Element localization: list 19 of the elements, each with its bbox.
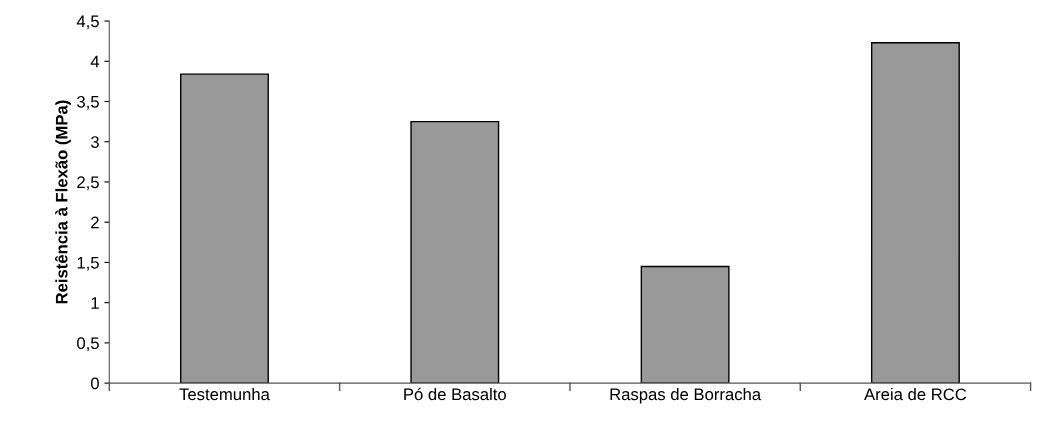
y-tick-label: 1,5: [77, 257, 99, 271]
y-tick-label: 3: [90, 136, 99, 148]
bar: [180, 73, 269, 384]
y-tick-label: 2,5: [77, 176, 99, 191]
y-tick-label: 4: [90, 55, 100, 68]
x-tick-label: Raspas de Borracha: [610, 387, 762, 404]
bar: [410, 120, 500, 384]
x-tick-label: Pó de Basalto: [404, 387, 506, 401]
bar: [640, 265, 730, 384]
y-tick-label: 2: [91, 216, 99, 229]
y-tick-label: 1: [91, 297, 99, 309]
y-tick-label: 0,5: [77, 337, 99, 352]
bar: [870, 42, 960, 384]
y-tick-label: 4,5: [76, 15, 99, 30]
y-tick-label: 0: [90, 377, 99, 390]
y-tick-label: 3,5: [77, 95, 99, 110]
y-axis-title: Reistência à Flexão (MPa): [54, 100, 71, 304]
x-tick-label: Testemunha: [179, 387, 270, 401]
x-tick-label: Areia de RCC: [864, 387, 967, 401]
